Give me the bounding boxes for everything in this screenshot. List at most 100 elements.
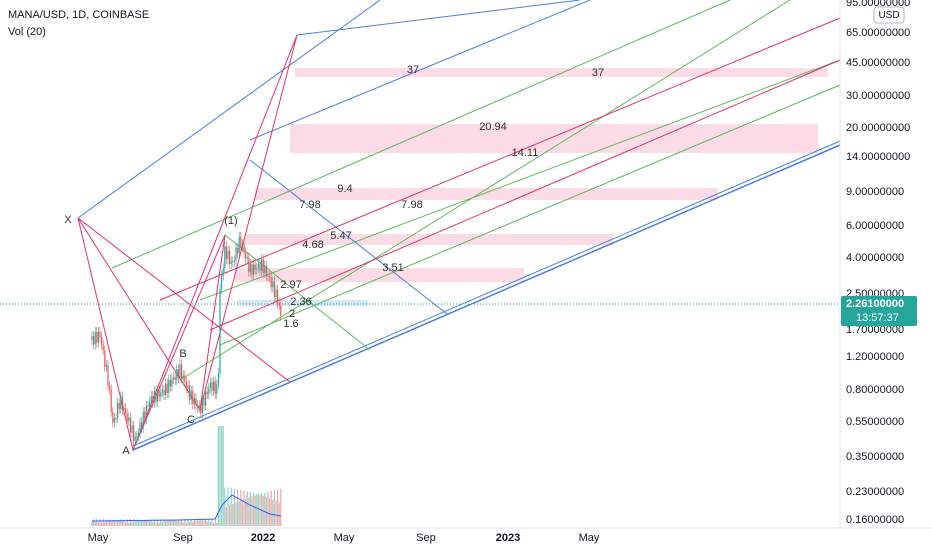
candle-body bbox=[121, 396, 123, 411]
candle-body bbox=[237, 247, 239, 254]
candle-body bbox=[209, 382, 211, 389]
candle-body bbox=[219, 289, 221, 374]
time-label: May bbox=[579, 532, 600, 544]
candle-body bbox=[197, 405, 199, 408]
candle-body bbox=[128, 417, 130, 422]
price-label: 6.00000000 bbox=[846, 220, 904, 232]
price-label: 4.00000000 bbox=[846, 252, 904, 264]
candle-body bbox=[270, 277, 272, 288]
volume-bar bbox=[126, 519, 128, 526]
annotation: 7.98 bbox=[299, 199, 320, 211]
annotation: 5.47 bbox=[330, 230, 351, 242]
price-label: 14.00000000 bbox=[846, 151, 910, 163]
candle-body bbox=[272, 281, 274, 288]
volume-bar bbox=[208, 519, 210, 526]
price-label: 0.16000000 bbox=[846, 514, 904, 526]
candle-body bbox=[123, 408, 125, 411]
candle-body bbox=[112, 411, 114, 423]
volume-bar bbox=[256, 493, 258, 526]
annotation: 4.68 bbox=[302, 239, 323, 251]
candle-body bbox=[141, 422, 143, 428]
candle-body bbox=[222, 268, 224, 276]
volume-bar bbox=[101, 522, 103, 526]
annotation: A bbox=[122, 445, 130, 457]
volume-bar bbox=[144, 519, 146, 526]
candle-body bbox=[144, 412, 146, 420]
candle-body bbox=[259, 263, 261, 271]
candle-body bbox=[139, 422, 141, 433]
volume-bar bbox=[216, 522, 218, 526]
volume-bar bbox=[157, 519, 159, 526]
candle-body bbox=[168, 379, 170, 394]
price-label: 1.70000000 bbox=[846, 324, 904, 336]
volume-bar bbox=[115, 520, 117, 526]
volume-bar bbox=[189, 522, 191, 526]
channel-line bbox=[77, 0, 381, 219]
volume-bar bbox=[227, 487, 229, 526]
time-label: May bbox=[334, 532, 355, 544]
fork-line bbox=[199, 59, 841, 301]
candle-body bbox=[227, 250, 229, 259]
candle-body bbox=[206, 391, 208, 395]
candle-body bbox=[131, 425, 133, 433]
volume-bar bbox=[264, 492, 266, 526]
candle-body bbox=[229, 250, 231, 265]
volume-bar bbox=[112, 519, 114, 526]
candle-body bbox=[185, 382, 187, 389]
candle-body bbox=[221, 275, 223, 290]
candle-body bbox=[211, 382, 213, 391]
candle-body bbox=[190, 390, 192, 400]
annotation: 2.36 bbox=[290, 296, 311, 308]
candle-body bbox=[147, 405, 149, 407]
time-label: Sep bbox=[173, 532, 193, 544]
candle-body bbox=[160, 392, 162, 397]
annotation: 9.4 bbox=[337, 183, 352, 195]
volume-bar bbox=[224, 487, 226, 526]
volume-bar bbox=[169, 519, 171, 526]
currency[interactable]: USD bbox=[878, 10, 899, 21]
annotation: 1.6 bbox=[283, 318, 298, 330]
candle-body bbox=[102, 344, 104, 351]
volume-bar bbox=[257, 494, 259, 526]
candle-body bbox=[118, 403, 120, 409]
candle-body bbox=[117, 403, 119, 419]
currency-button[interactable] bbox=[873, 6, 905, 24]
candle-body bbox=[214, 381, 216, 395]
candle-body bbox=[158, 390, 160, 397]
candle-body bbox=[238, 236, 240, 254]
volume-bar bbox=[153, 519, 155, 526]
candle-body bbox=[133, 425, 135, 441]
candle-body bbox=[93, 336, 95, 345]
volume-bar bbox=[152, 521, 154, 526]
candle-body bbox=[136, 435, 138, 437]
volume-bar bbox=[123, 519, 125, 526]
annotation: 37 bbox=[407, 64, 419, 76]
volume-bar bbox=[99, 519, 101, 526]
volume-bar bbox=[177, 519, 179, 526]
candle-body bbox=[245, 252, 247, 259]
zones bbox=[235, 68, 828, 306]
candle-body bbox=[153, 391, 155, 404]
candle-body bbox=[235, 247, 237, 261]
candle-body bbox=[232, 261, 234, 263]
volume-bar bbox=[193, 519, 195, 526]
volume-bar bbox=[230, 488, 232, 526]
labels: 95.00000000 65.00000000 45.00000000 30.0000… bbox=[64, 0, 910, 544]
time-label: May bbox=[88, 532, 109, 544]
volume-bar bbox=[273, 489, 275, 526]
candle-body bbox=[142, 412, 144, 428]
candle-body bbox=[96, 332, 98, 343]
volume-bar bbox=[166, 519, 168, 526]
volume-bar bbox=[187, 519, 189, 526]
candle-body bbox=[174, 377, 176, 380]
volume-bar bbox=[200, 520, 202, 526]
zone bbox=[235, 268, 524, 282]
pattern-line bbox=[77, 217, 291, 383]
countdown: 13:57:37 bbox=[856, 312, 899, 324]
volume-bar bbox=[251, 496, 253, 526]
price-label: 20.00000000 bbox=[846, 122, 910, 134]
annotation: X bbox=[64, 214, 72, 226]
candle-body bbox=[261, 259, 263, 271]
volume-bar bbox=[174, 519, 176, 526]
